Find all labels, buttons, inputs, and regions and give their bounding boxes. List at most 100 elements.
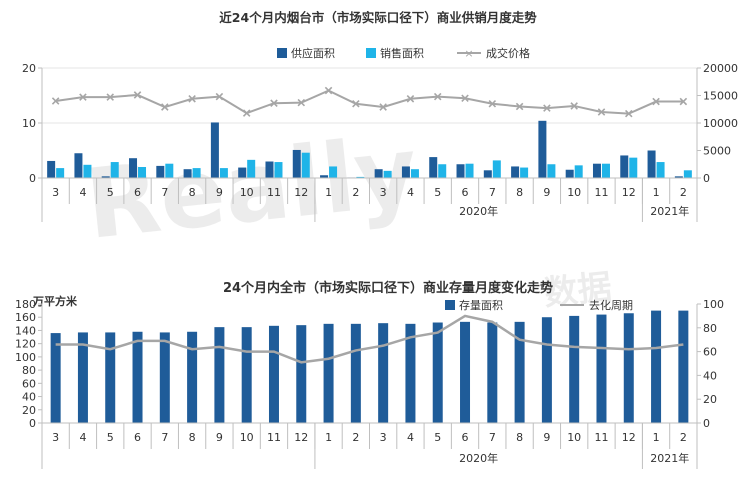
bar-2-1	[378, 323, 389, 423]
line-point	[297, 98, 306, 107]
legend-marker-price: ×	[464, 47, 473, 60]
legend-label-cycle: 去化周期	[589, 298, 633, 312]
legend-swatch-supply	[277, 48, 287, 58]
bar-1-1	[183, 169, 192, 178]
legend-label-sales: 销售面积	[380, 46, 424, 60]
tick-label-left: 0	[29, 417, 36, 430]
bar-2-1	[350, 323, 361, 423]
category-label: 9	[543, 431, 550, 444]
category-label: 3	[52, 186, 59, 199]
bar-1-1	[210, 122, 219, 178]
bar-1-2	[219, 168, 228, 178]
bar-1-1	[374, 169, 383, 178]
bar-2-1	[678, 310, 689, 423]
legend-label-supply: 供应面积	[291, 46, 335, 60]
bar-1-2	[492, 160, 501, 178]
bar-1-1	[429, 157, 438, 178]
category-label: 8	[189, 186, 196, 199]
category-label: 3	[380, 186, 387, 199]
tick-label-left: 120	[15, 338, 36, 351]
tick-label-right: 60	[703, 346, 717, 359]
line-point	[242, 109, 251, 117]
bar-2-1	[159, 332, 170, 423]
bar-1-2	[138, 167, 147, 178]
category-label: 5	[434, 431, 441, 444]
bar-1-1	[483, 170, 492, 178]
bar-1-1	[647, 150, 656, 178]
bar-1-2	[329, 166, 338, 178]
category-label: 12	[622, 186, 636, 199]
bar-1-2	[83, 164, 92, 178]
bar-2-1	[569, 315, 580, 423]
category-label: 11	[267, 431, 281, 444]
category-label: 1	[653, 186, 660, 199]
bar-2-1	[105, 332, 116, 423]
bar-2-1	[296, 325, 307, 423]
category-label: 4	[79, 186, 86, 199]
tick-label-right: 20000	[703, 62, 738, 75]
tick-label-right: 10000	[703, 117, 738, 130]
chart1-title: 近24个月内烟台市（市场实际口径下）商业供销月度走势	[219, 10, 537, 25]
category-label: 6	[462, 186, 469, 199]
bar-2-1	[460, 321, 471, 423]
bar-1-2	[629, 157, 638, 178]
category-label: 4	[79, 431, 86, 444]
line-point	[51, 97, 60, 105]
category-label: 12	[294, 431, 308, 444]
tick-label-left: 0	[29, 172, 36, 185]
bar-1-1	[47, 160, 56, 178]
line-point	[106, 93, 114, 101]
category-label: 3	[52, 431, 59, 444]
bar-2-1	[432, 322, 443, 423]
bar-2-1	[405, 323, 416, 423]
category-label: 2	[352, 431, 359, 444]
tick-label-left: 140	[15, 324, 36, 337]
tick-label-right: 0	[703, 417, 710, 430]
category-label: 9	[216, 186, 223, 199]
category-label: 11	[267, 186, 281, 199]
bar-1-2	[165, 163, 174, 178]
line-point	[543, 104, 551, 112]
bar-1-2	[601, 163, 610, 178]
tick-label-right: 5000	[703, 145, 731, 158]
line-point	[461, 94, 469, 103]
bar-2-1	[514, 321, 525, 423]
bar-2-1	[541, 317, 552, 423]
chart2-legend: 存量面积 去化周期	[445, 298, 633, 312]
year-label-2020: 2020年	[459, 451, 498, 465]
tick-label-right: 20	[703, 393, 717, 406]
tick-label-right: 40	[703, 369, 717, 382]
bar-1-2	[301, 152, 310, 178]
category-label: 9	[543, 186, 550, 199]
line-point	[270, 99, 278, 107]
bar-1-2	[274, 162, 283, 178]
bar-1-2	[465, 163, 474, 178]
bar-2-1	[323, 323, 334, 423]
category-label: 11	[594, 431, 608, 444]
line-point	[652, 97, 660, 106]
supply-sales-chart: 近24个月内烟台市（市场实际口径下）商业供销月度走势 供应面积 销售面积 × 成…	[22, 10, 738, 222]
category-label: 6	[134, 431, 141, 444]
category-label: 3	[380, 431, 387, 444]
bar-1-1	[74, 153, 83, 178]
category-label: 2	[352, 186, 359, 199]
line-point	[324, 86, 333, 95]
bar-1-1	[292, 149, 301, 178]
category-label: 7	[161, 186, 168, 199]
tick-label-left: 100	[15, 351, 36, 364]
tick-label-left: 20	[22, 404, 36, 417]
tick-label-right: 15000	[703, 90, 738, 103]
legend-swatch-sales	[366, 48, 376, 58]
bar-1-2	[410, 169, 419, 178]
bar-1-2	[520, 167, 529, 178]
line-point	[625, 109, 633, 118]
bar-1-2	[356, 176, 365, 178]
category-label: 11	[594, 186, 608, 199]
line-point	[215, 92, 224, 101]
line-point	[433, 92, 442, 101]
category-label: 7	[489, 431, 496, 444]
bar-1-1	[101, 176, 110, 178]
legend-label-inventory: 存量面积	[459, 298, 503, 312]
category-label: 7	[161, 431, 168, 444]
